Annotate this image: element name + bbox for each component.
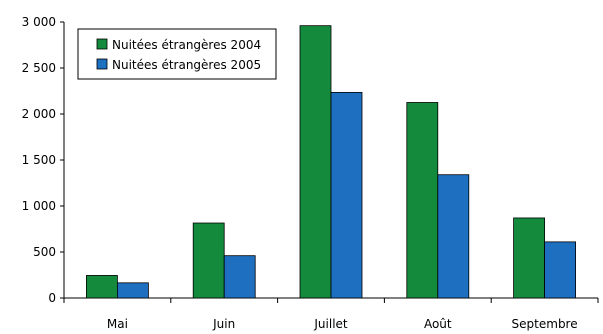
x-tick-label: Juillet [313,317,348,331]
bar-1-2 [299,25,332,299]
y-tick-label: 0 [48,291,56,305]
x-axis: Mai Juin Juillet Août Septembre [63,297,599,331]
bar-1-3 [406,102,439,299]
y-tick-label: 2 000 [22,107,56,121]
legend-box [77,28,277,80]
y-axis: 0 500 1 000 1 500 2 000 2 500 3 000 [22,15,65,305]
legend-swatch-1 [96,38,108,50]
y-tick-label: 3 000 [22,15,56,29]
y-tick-label: 1 500 [22,153,56,167]
legend: Nuitées étrangères 2004 Nuitées étrangère… [77,28,277,80]
x-tick-label: Septembre [512,317,578,331]
legend-swatch-2 [96,58,108,70]
bar-2-2 [330,91,363,299]
x-tick-label: Juin [212,317,235,331]
bar-1-1 [192,222,225,299]
bar-2-3 [437,174,470,299]
bar-2-1 [223,255,256,299]
bar-2-0 [117,282,149,299]
bar-1-4 [513,217,545,299]
y-tick-label: 500 [33,245,56,259]
x-tick-label: Mai [107,317,128,331]
bar-2-4 [544,241,576,299]
y-tick-label: 2 500 [22,61,56,75]
y-tick-label: 1 000 [22,199,56,213]
legend-label-2: Nuitées étrangères 2005 [112,58,261,72]
bars [86,25,576,299]
x-tick-label: Août [424,317,452,331]
legend-label-1: Nuitées étrangères 2004 [112,38,261,52]
bar-1-0 [86,275,118,299]
